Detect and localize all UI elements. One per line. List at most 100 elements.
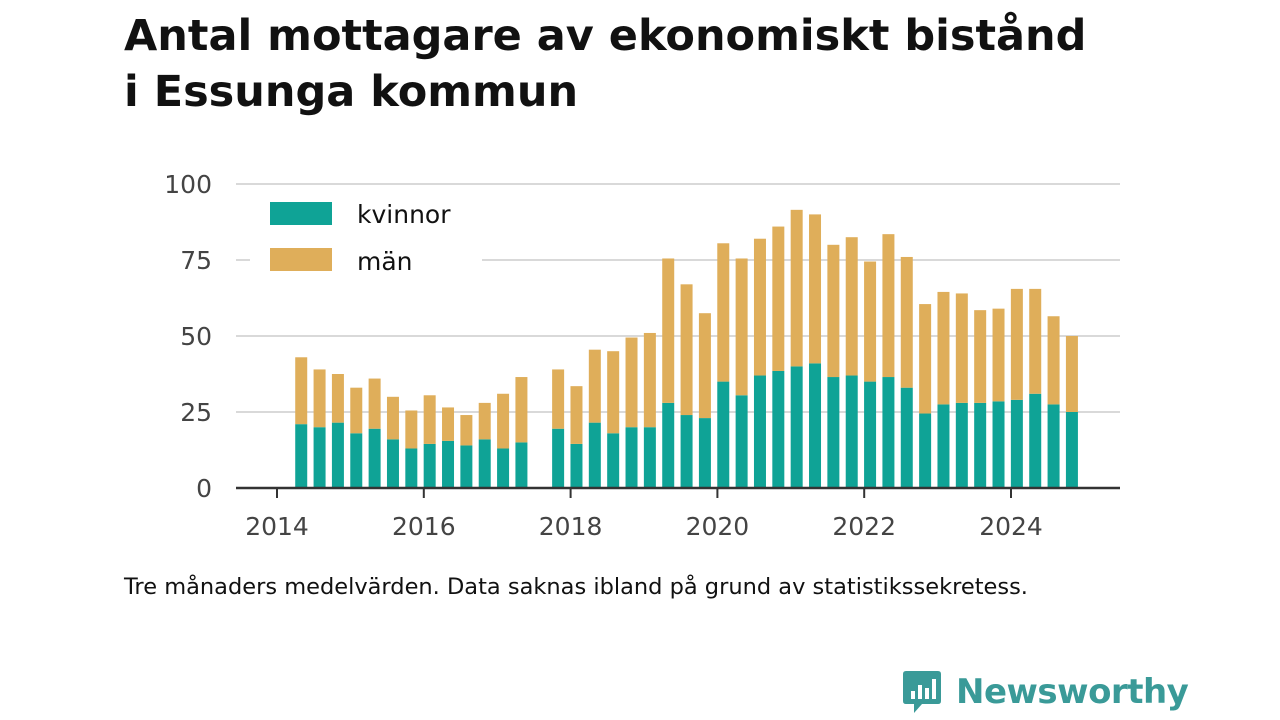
bar-man <box>625 337 638 428</box>
bars <box>295 209 1078 488</box>
axes: 0 25 50 75 100 2014 2016 2018 2020 2022 2024 <box>164 170 1120 541</box>
bar-man <box>588 349 601 423</box>
y-tick-label: 25 <box>180 398 212 427</box>
bar-kvinnor <box>313 427 326 488</box>
bar-kvinnor <box>368 428 381 488</box>
bar-man <box>735 258 748 396</box>
bar-man <box>368 378 381 429</box>
bar-kvinnor <box>405 448 418 488</box>
bar-man <box>845 237 858 376</box>
bar-kvinnor <box>295 424 308 488</box>
x-tick-label: 2024 <box>979 512 1043 541</box>
bar-man <box>515 377 528 443</box>
bar-kvinnor <box>497 448 510 488</box>
bar-kvinnor <box>662 402 675 488</box>
bar-kvinnor <box>331 422 344 488</box>
x-tick-label: 2020 <box>686 512 750 541</box>
bar-kvinnor <box>845 375 858 488</box>
bar-man <box>864 261 877 382</box>
bar-kvinnor <box>460 445 473 488</box>
bar-man <box>717 243 730 382</box>
brand-logo[interactable]: Newsworthy <box>902 668 1189 716</box>
bar-man <box>423 395 436 444</box>
bar-man <box>753 238 766 376</box>
bar-kvinnor <box>515 442 528 488</box>
x-tick-label: 2022 <box>832 512 896 541</box>
bar-man <box>331 374 344 423</box>
bar-man <box>1029 288 1042 394</box>
stacked-bar-chart: 0 25 50 75 100 2014 2016 2018 2020 2022 2024 kvinn… <box>164 170 1120 541</box>
bar-man <box>919 304 932 414</box>
y-tick-label: 100 <box>164 170 212 199</box>
bar-man <box>405 410 418 449</box>
y-tick-label: 50 <box>180 322 212 351</box>
bar-man <box>460 415 473 446</box>
bar-kvinnor <box>1029 393 1042 488</box>
legend: kvinnor män <box>250 190 482 280</box>
bar-man <box>772 226 785 371</box>
bar-kvinnor <box>625 427 638 488</box>
bar-kvinnor <box>588 422 601 488</box>
bar-man <box>497 393 510 449</box>
x-tick-label: 2016 <box>392 512 456 541</box>
gridlines <box>236 183 1120 413</box>
bar-kvinnor <box>478 439 491 488</box>
bar-man <box>1065 336 1078 412</box>
bar-kvinnor <box>1065 412 1078 488</box>
bar-man <box>552 369 565 429</box>
bar-man <box>955 293 968 403</box>
bar-kvinnor <box>809 363 822 488</box>
bar-man <box>313 369 326 428</box>
bar-man <box>680 284 693 416</box>
bar-kvinnor <box>992 401 1005 488</box>
bar-kvinnor <box>1010 399 1023 488</box>
legend-swatch-kvinnor <box>270 202 332 225</box>
legend-swatch-man <box>270 248 332 271</box>
bar-kvinnor <box>607 433 620 488</box>
bar-kvinnor <box>1047 404 1060 488</box>
bar-kvinnor <box>974 402 987 488</box>
bar-man <box>570 386 583 444</box>
bar-man <box>790 209 803 367</box>
bar-kvinnor <box>552 428 565 488</box>
bar-man <box>827 244 840 378</box>
bar-man <box>882 234 895 378</box>
bar-kvinnor <box>955 402 968 488</box>
x-tick-label: 2018 <box>539 512 603 541</box>
bar-kvinnor <box>643 427 656 488</box>
bar-kvinnor <box>937 404 950 488</box>
bar-kvinnor <box>864 381 877 488</box>
bar-kvinnor <box>772 370 785 488</box>
bar-man <box>937 291 950 405</box>
bar-kvinnor <box>350 433 363 488</box>
bar-man <box>295 357 308 425</box>
bar-kvinnor <box>386 439 399 488</box>
bar-man <box>607 351 620 434</box>
brand-name: Newsworthy <box>956 672 1189 712</box>
bar-kvinnor <box>919 413 932 488</box>
bar-man <box>1010 288 1023 400</box>
chart-title-line-2: i Essunga kommun <box>124 67 579 117</box>
bar-man <box>900 256 913 388</box>
bar-man <box>386 396 399 440</box>
bar-kvinnor <box>790 366 803 488</box>
bar-kvinnor <box>570 443 583 488</box>
bar-man <box>478 402 491 440</box>
bar-man <box>442 407 455 441</box>
bar-man <box>809 214 822 364</box>
bar-kvinnor <box>753 375 766 488</box>
bar-man <box>662 258 675 403</box>
legend-label-man: män <box>357 247 413 276</box>
bar-man <box>643 332 656 428</box>
bar-kvinnor <box>442 440 455 488</box>
bar-man <box>350 387 363 434</box>
bar-kvinnor <box>717 381 730 488</box>
y-tick-label: 75 <box>180 246 212 275</box>
x-tick-label: 2014 <box>245 512 309 541</box>
legend-label-kvinnor: kvinnor <box>357 200 451 229</box>
bar-kvinnor <box>882 377 895 488</box>
bar-man <box>974 310 987 403</box>
newsworthy-logo-icon <box>903 671 941 713</box>
bar-kvinnor <box>680 415 693 488</box>
footnote: Tre månaders medelvärden. Data saknas ib… <box>124 574 1028 600</box>
